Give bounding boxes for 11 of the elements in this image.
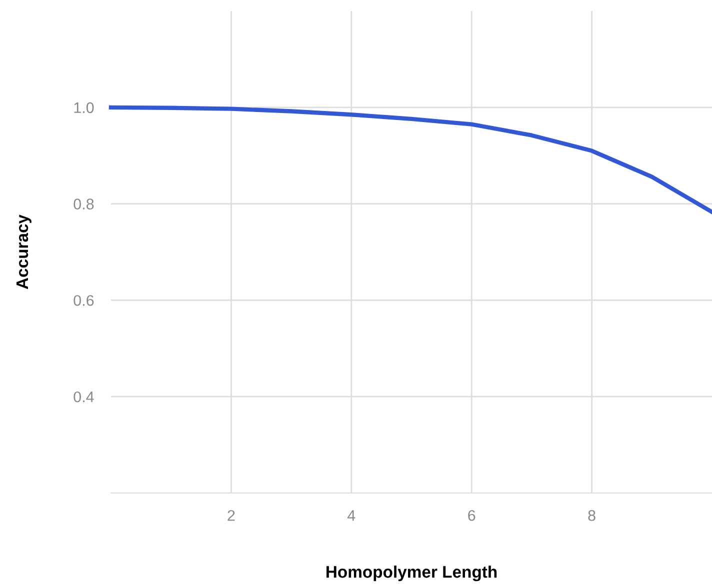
x-tick-label: 2 (228, 510, 235, 521)
y-tick-label: 0.4 (74, 391, 94, 402)
line-series (108, 105, 712, 214)
x-tick-label: 6 (468, 510, 476, 521)
y-tick-label: 1.0 (74, 102, 94, 114)
y-tick-label: 0.8 (74, 198, 94, 210)
x-tick-label: 8 (588, 510, 596, 521)
x-tick-label: 4 (348, 510, 356, 521)
x-axis-title: Homopolymer Length (326, 566, 497, 582)
y-axis-title: Accuracy (16, 214, 32, 290)
y-tick-label: 0.6 (74, 295, 94, 306)
